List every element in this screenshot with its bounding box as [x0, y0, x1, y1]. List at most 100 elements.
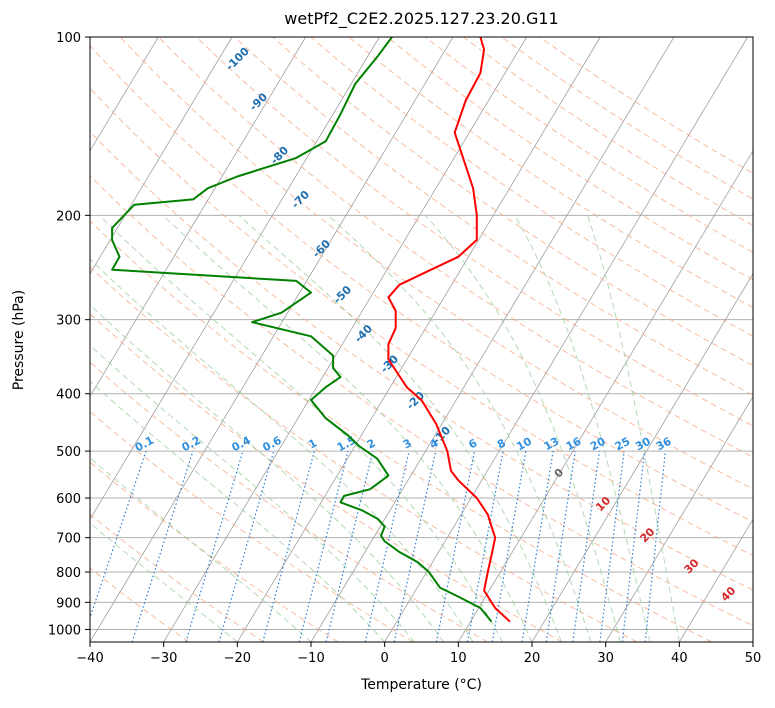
mixing-ratio-label: 3 — [401, 436, 414, 451]
x-tick-label: 20 — [524, 651, 541, 666]
y-tick-label: 700 — [56, 532, 81, 547]
dry-adiabat-line — [90, 175, 753, 627]
dry-adiabat-line — [90, 410, 414, 642]
dry-adiabat-line — [310, 37, 753, 337]
dry-adiabat-line — [386, 37, 753, 281]
dry-adiabat-label: -70 — [289, 188, 312, 211]
isotherm-line — [90, 37, 307, 398]
axes: −40 −30 −20 −10 0 10 20 30 40 5010020030040050060… — [48, 31, 761, 666]
mixing-ratio-line — [393, 450, 437, 642]
dewpoint-profile-line — [111, 37, 493, 623]
mixing-ratio-line — [599, 451, 625, 642]
dry-adiabat-line — [90, 567, 190, 642]
dry-adiabat-line — [90, 44, 753, 523]
y-tick-label: 600 — [56, 492, 81, 507]
background-lines — [0, 37, 753, 642]
isotherm-line — [163, 37, 528, 642]
moist-adiabat-line — [90, 258, 474, 642]
x-tick-label: 40 — [671, 651, 688, 666]
mixing-ratio-line — [572, 451, 601, 642]
dry-adiabat-line — [90, 87, 753, 557]
mixing-ratio-label: 20 — [588, 435, 608, 454]
dry-adiabat-line — [196, 37, 753, 427]
moist-adiabat-line — [328, 214, 592, 642]
mixing-ratio-line — [521, 451, 554, 642]
isotherm-line — [384, 37, 749, 642]
mixing-ratio-line — [545, 451, 576, 642]
mixing-ratio-label: 13 — [542, 435, 562, 454]
reference-line-labels: 0.1 0.2 0.4 0.6 1 1.5 2 3 4 6 8 10 13 16 20 25 30 36-100-… — [133, 44, 739, 604]
dry-adiabat-line — [90, 313, 563, 642]
temperature-profile-line — [387, 37, 511, 623]
isotherm-line — [678, 518, 753, 642]
dry-adiabat-line — [90, 461, 339, 642]
y-tick-label: 300 — [56, 314, 81, 329]
isotherm-line — [310, 37, 675, 642]
mixing-ratio-line — [621, 451, 646, 642]
isotherm-line — [752, 641, 753, 642]
mixing-ratio-line — [364, 450, 410, 642]
dry-adiabat-line — [424, 37, 753, 253]
moist-adiabat-label: 30 — [682, 556, 702, 576]
mixing-ratio-line — [466, 450, 504, 642]
x-tick-label: −40 — [76, 651, 103, 666]
isotherm-line — [90, 37, 233, 275]
isotherm-line — [605, 395, 753, 642]
y-tick-label: 200 — [56, 209, 81, 224]
moist-adiabat-line — [238, 214, 562, 642]
dry-adiabat-line — [539, 37, 753, 174]
plot-frame — [89, 36, 754, 643]
mixing-ratio-line — [435, 450, 476, 642]
moist-adiabat-line — [587, 215, 680, 642]
x-tick-label: −20 — [224, 651, 251, 666]
chart-title: wetPf2_C2E2.2025.127.23.20.G11 — [284, 9, 559, 28]
dry-adiabat-line — [90, 513, 264, 642]
isotherm-line — [236, 37, 601, 642]
y-tick-label: 1000 — [48, 623, 81, 638]
y-tick-label: 100 — [56, 31, 81, 46]
y-tick-label: 800 — [56, 566, 81, 581]
dry-adiabat-line — [90, 361, 488, 642]
mixing-ratio-label: 2 — [365, 436, 378, 451]
isotherm-line — [0, 37, 85, 642]
mixing-ratio-label: 30 — [633, 435, 653, 454]
dry-adiabat-line — [90, 220, 712, 642]
dry-adiabat-line — [348, 37, 753, 309]
dry-adiabat-label: -40 — [352, 322, 375, 345]
mixing-ratio-label: 6 — [466, 436, 479, 451]
mixing-ratio-line — [262, 450, 315, 642]
mixing-ratio-line — [131, 450, 194, 642]
sounding-profiles — [111, 37, 511, 623]
dry-adiabat-label: -60 — [310, 237, 333, 260]
moist-adiabat-label: 0 — [552, 466, 567, 481]
mixing-ratio-label: 1 — [306, 436, 319, 451]
mixing-ratio-label: 10 — [514, 435, 534, 454]
moist-adiabat-line — [90, 380, 386, 642]
mixing-ratio-line — [90, 450, 147, 620]
mixing-ratio-label: 25 — [613, 435, 633, 454]
mixing-ratio-label: 36 — [654, 434, 674, 453]
y-tick-label: 900 — [56, 596, 81, 611]
x-tick-label: 10 — [450, 651, 467, 666]
dry-adiabat-label: -20 — [404, 389, 427, 412]
dry-adiabat-label: -90 — [247, 90, 270, 113]
moist-adiabat-label: 40 — [718, 584, 738, 604]
mixing-ratio-line — [325, 450, 374, 642]
y-tick-label: 400 — [56, 388, 81, 403]
dry-adiabat-line — [157, 37, 753, 458]
mixing-ratio-line — [298, 450, 349, 642]
y-tick-label: 500 — [56, 445, 81, 460]
dry-adiabat-line — [90, 266, 638, 642]
isotherm-line — [457, 150, 753, 642]
mixing-ratio-line — [185, 450, 244, 642]
isotherm-line — [90, 37, 159, 152]
moist-adiabat-label: 20 — [637, 525, 657, 545]
x-axis-label: Temperature (°C) — [361, 677, 482, 693]
x-tick-label: 0 — [381, 651, 389, 666]
isotherm-line — [531, 272, 753, 642]
x-tick-label: −10 — [297, 651, 324, 666]
x-tick-label: 50 — [745, 651, 762, 666]
moist-adiabat-line — [99, 214, 503, 642]
x-tick-label: −30 — [150, 651, 177, 666]
